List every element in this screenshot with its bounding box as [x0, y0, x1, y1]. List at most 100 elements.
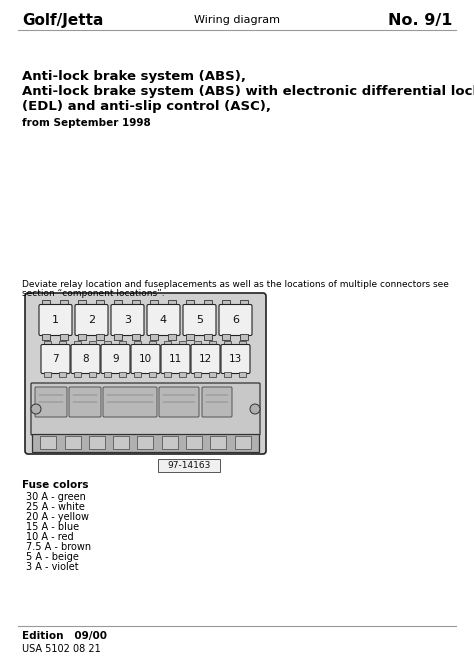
Text: 20 A - yellow: 20 A - yellow: [26, 512, 89, 522]
Bar: [162, 436, 178, 449]
FancyBboxPatch shape: [39, 304, 72, 336]
Bar: [45, 341, 52, 346]
Bar: [204, 334, 212, 340]
Bar: [210, 341, 217, 346]
Bar: [97, 300, 104, 306]
Bar: [45, 372, 52, 377]
Bar: [43, 334, 51, 340]
Bar: [135, 372, 142, 377]
Text: 7: 7: [52, 354, 59, 364]
Bar: [194, 372, 201, 377]
Bar: [235, 436, 251, 449]
Bar: [61, 300, 69, 306]
Bar: [222, 334, 230, 340]
Text: 97-14163: 97-14163: [167, 461, 210, 470]
FancyBboxPatch shape: [161, 344, 190, 373]
Bar: [240, 300, 248, 306]
FancyBboxPatch shape: [75, 304, 108, 336]
Bar: [210, 436, 227, 449]
FancyBboxPatch shape: [25, 293, 266, 454]
Bar: [135, 341, 142, 346]
Bar: [194, 341, 201, 346]
Bar: [97, 334, 104, 340]
Bar: [151, 300, 158, 306]
Bar: [104, 372, 111, 377]
Text: Wiring diagram: Wiring diagram: [194, 15, 280, 25]
Bar: [74, 372, 82, 377]
Text: 30 A - green: 30 A - green: [26, 492, 86, 502]
Bar: [40, 436, 56, 449]
Text: No. 9/1: No. 9/1: [388, 13, 452, 27]
Text: Fuse colors: Fuse colors: [22, 480, 89, 490]
Bar: [186, 436, 202, 449]
Text: Anti-lock brake system (ABS) with electronic differential lock: Anti-lock brake system (ABS) with electr…: [22, 85, 474, 98]
Bar: [186, 334, 194, 340]
Bar: [90, 372, 97, 377]
FancyBboxPatch shape: [111, 304, 144, 336]
Bar: [133, 300, 140, 306]
Bar: [239, 372, 246, 377]
Bar: [119, 372, 127, 377]
Text: 6: 6: [232, 315, 239, 325]
Bar: [79, 300, 86, 306]
Bar: [240, 334, 248, 340]
Circle shape: [31, 404, 41, 414]
Text: (EDL) and anti-slip control (ASC),: (EDL) and anti-slip control (ASC),: [22, 100, 271, 113]
FancyBboxPatch shape: [41, 344, 70, 373]
Bar: [168, 334, 176, 340]
Bar: [225, 341, 231, 346]
Bar: [133, 334, 140, 340]
Text: USA 5102 08 21: USA 5102 08 21: [22, 644, 101, 654]
Text: section “component locations”.: section “component locations”.: [22, 289, 164, 298]
FancyBboxPatch shape: [219, 304, 252, 336]
FancyBboxPatch shape: [159, 387, 199, 417]
Text: Anti-lock brake system (ABS),: Anti-lock brake system (ABS),: [22, 70, 246, 83]
Bar: [43, 300, 51, 306]
Bar: [164, 372, 172, 377]
Text: 5 A - beige: 5 A - beige: [26, 552, 79, 562]
Bar: [115, 334, 122, 340]
Bar: [158, 459, 220, 472]
Text: 25 A - white: 25 A - white: [26, 502, 85, 512]
Bar: [239, 341, 246, 346]
Bar: [137, 436, 154, 449]
Bar: [104, 341, 111, 346]
Bar: [225, 372, 231, 377]
Text: 12: 12: [199, 354, 212, 364]
Bar: [60, 341, 66, 346]
Bar: [180, 372, 186, 377]
Text: 4: 4: [160, 315, 167, 325]
Circle shape: [250, 404, 260, 414]
FancyBboxPatch shape: [183, 304, 216, 336]
Text: from September 1998: from September 1998: [22, 118, 151, 128]
Bar: [113, 436, 129, 449]
Text: Golf/Jetta: Golf/Jetta: [22, 13, 103, 27]
FancyBboxPatch shape: [131, 344, 160, 373]
Bar: [32, 434, 259, 452]
FancyBboxPatch shape: [101, 344, 130, 373]
Text: 3: 3: [124, 315, 131, 325]
Text: Edition   09/00: Edition 09/00: [22, 631, 107, 641]
FancyBboxPatch shape: [191, 344, 220, 373]
Text: Deviate relay location and fuseplacements as well as the locations of multiple c: Deviate relay location and fuseplacement…: [22, 280, 449, 289]
FancyBboxPatch shape: [69, 387, 101, 417]
FancyBboxPatch shape: [71, 344, 100, 373]
Text: 11: 11: [169, 354, 182, 364]
Text: 15 A - blue: 15 A - blue: [26, 522, 79, 532]
FancyBboxPatch shape: [221, 344, 250, 373]
Bar: [64, 436, 81, 449]
Bar: [151, 334, 158, 340]
Bar: [149, 372, 156, 377]
FancyBboxPatch shape: [147, 304, 180, 336]
Text: 10 A - red: 10 A - red: [26, 532, 73, 542]
Text: 5: 5: [196, 315, 203, 325]
Bar: [60, 372, 66, 377]
Bar: [79, 334, 86, 340]
FancyBboxPatch shape: [35, 387, 67, 417]
Text: 1: 1: [52, 315, 59, 325]
FancyBboxPatch shape: [202, 387, 232, 417]
Bar: [164, 341, 172, 346]
FancyBboxPatch shape: [31, 383, 260, 435]
Bar: [186, 300, 194, 306]
Text: 13: 13: [229, 354, 242, 364]
